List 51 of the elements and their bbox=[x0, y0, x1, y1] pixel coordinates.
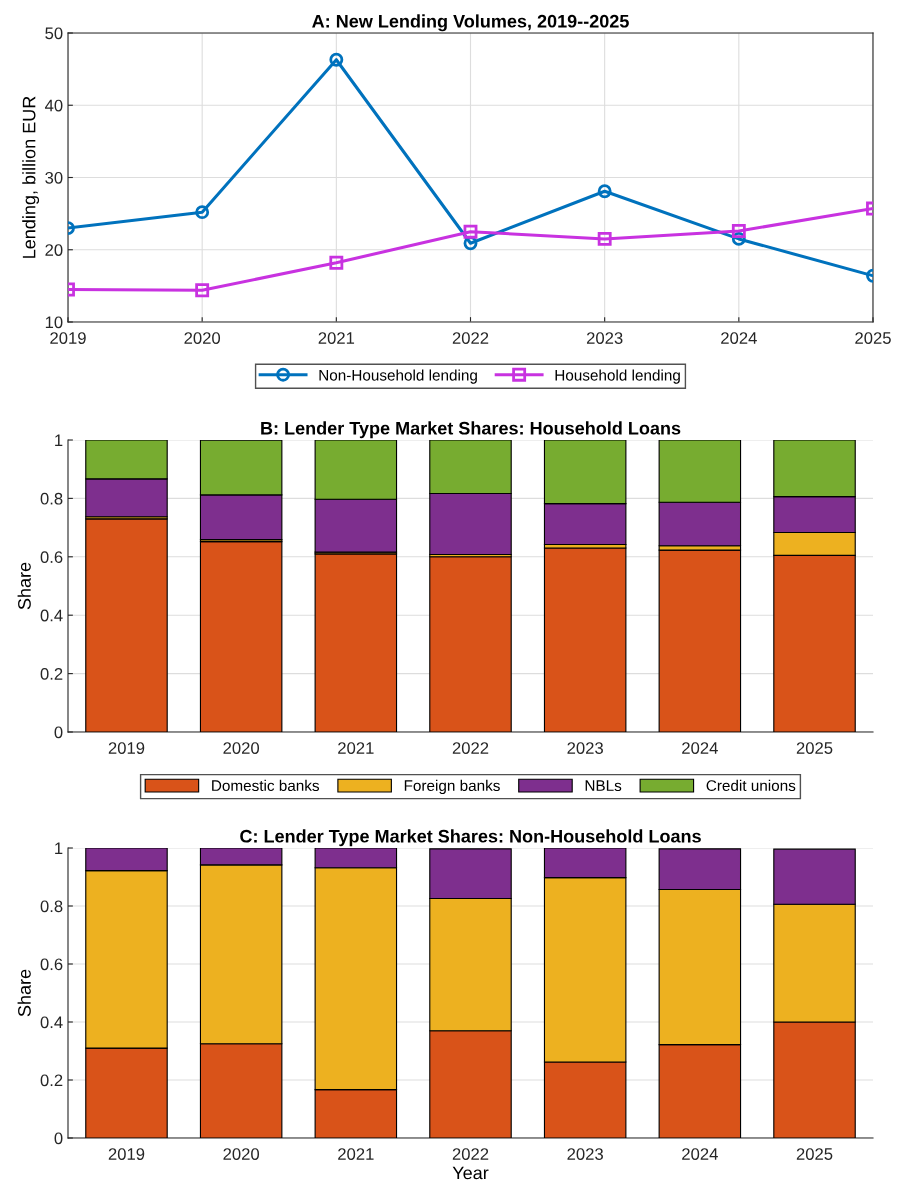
x-tick-label: 2022 bbox=[452, 1148, 489, 1160]
chart-title: C: Lender Type Market Shares: Non-Household Loans bbox=[240, 829, 701, 847]
y-tick-label: 0.2 bbox=[40, 1074, 63, 1087]
x-tick-label: 2025 bbox=[796, 1148, 833, 1160]
x-tick-label: 2020 bbox=[223, 742, 260, 754]
x-tick-label: 2019 bbox=[108, 742, 145, 754]
x-tick-label: 2021 bbox=[318, 332, 355, 344]
y-tick-label: 0.8 bbox=[40, 492, 63, 505]
x-tick-label: 2022 bbox=[452, 742, 489, 754]
legend-label: Domestic banks bbox=[212, 779, 320, 792]
x-tick-label: 2022 bbox=[452, 332, 489, 344]
x-tick-label: 2020 bbox=[184, 332, 221, 344]
x-tick-label: 2025 bbox=[796, 742, 833, 754]
chart-title: A: New Lending Volumes, 2019--2025 bbox=[312, 14, 629, 32]
x-tick-label: 2021 bbox=[338, 742, 374, 754]
y-tick-label: 0.6 bbox=[40, 551, 63, 563]
x-tick-label: 2025 bbox=[855, 332, 891, 344]
y-tick-label: 0.6 bbox=[40, 958, 63, 971]
x-tick-label: 2024 bbox=[682, 742, 718, 754]
x-tick-label: 2024 bbox=[721, 332, 757, 344]
legend-label: Credit unions bbox=[706, 779, 796, 792]
y-axis-title: Share bbox=[17, 562, 31, 610]
y-tick-label: 30 bbox=[45, 171, 63, 184]
y-tick-label: 0 bbox=[54, 1132, 63, 1145]
legend-label: Foreign banks bbox=[404, 779, 500, 795]
x-tick-label: 2024 bbox=[682, 1148, 718, 1160]
y-tick-label: 0.8 bbox=[40, 900, 63, 913]
y-axis-title: Share bbox=[17, 969, 31, 1017]
y-tick-label: 10 bbox=[45, 316, 63, 329]
y-tick-label: 1 bbox=[55, 842, 63, 855]
y-tick-label: 0.4 bbox=[40, 609, 63, 622]
y-tick-label: 0.4 bbox=[40, 1016, 63, 1029]
x-tick-label: 2020 bbox=[223, 1148, 260, 1160]
y-tick-label: 0.2 bbox=[40, 668, 63, 680]
x-tick-label: 2023 bbox=[567, 742, 603, 754]
y-tick-label: 20 bbox=[45, 244, 63, 256]
x-tick-label: 2021 bbox=[338, 1148, 374, 1160]
y-tick-label: 1 bbox=[55, 434, 63, 447]
x-tick-label: 2019 bbox=[50, 332, 86, 344]
legend-label: NBLs bbox=[585, 780, 622, 792]
x-tick-label: 2019 bbox=[108, 1148, 145, 1160]
y-tick-label: 50 bbox=[45, 27, 63, 40]
chart-title: B: Lender Type Market Shares: Household Loans bbox=[261, 421, 681, 439]
legend-label: Non-Household lending bbox=[319, 369, 477, 384]
x-tick-label: 2023 bbox=[586, 332, 623, 344]
legend-label: Household lending bbox=[555, 369, 680, 384]
x-tick-label: 2023 bbox=[567, 1148, 603, 1160]
y-tick-label: 40 bbox=[44, 99, 63, 112]
y-axis-title: Lending, billion EUR bbox=[22, 96, 40, 258]
x-axis-title: Year bbox=[452, 1166, 489, 1180]
y-tick-label: 0 bbox=[54, 726, 63, 739]
